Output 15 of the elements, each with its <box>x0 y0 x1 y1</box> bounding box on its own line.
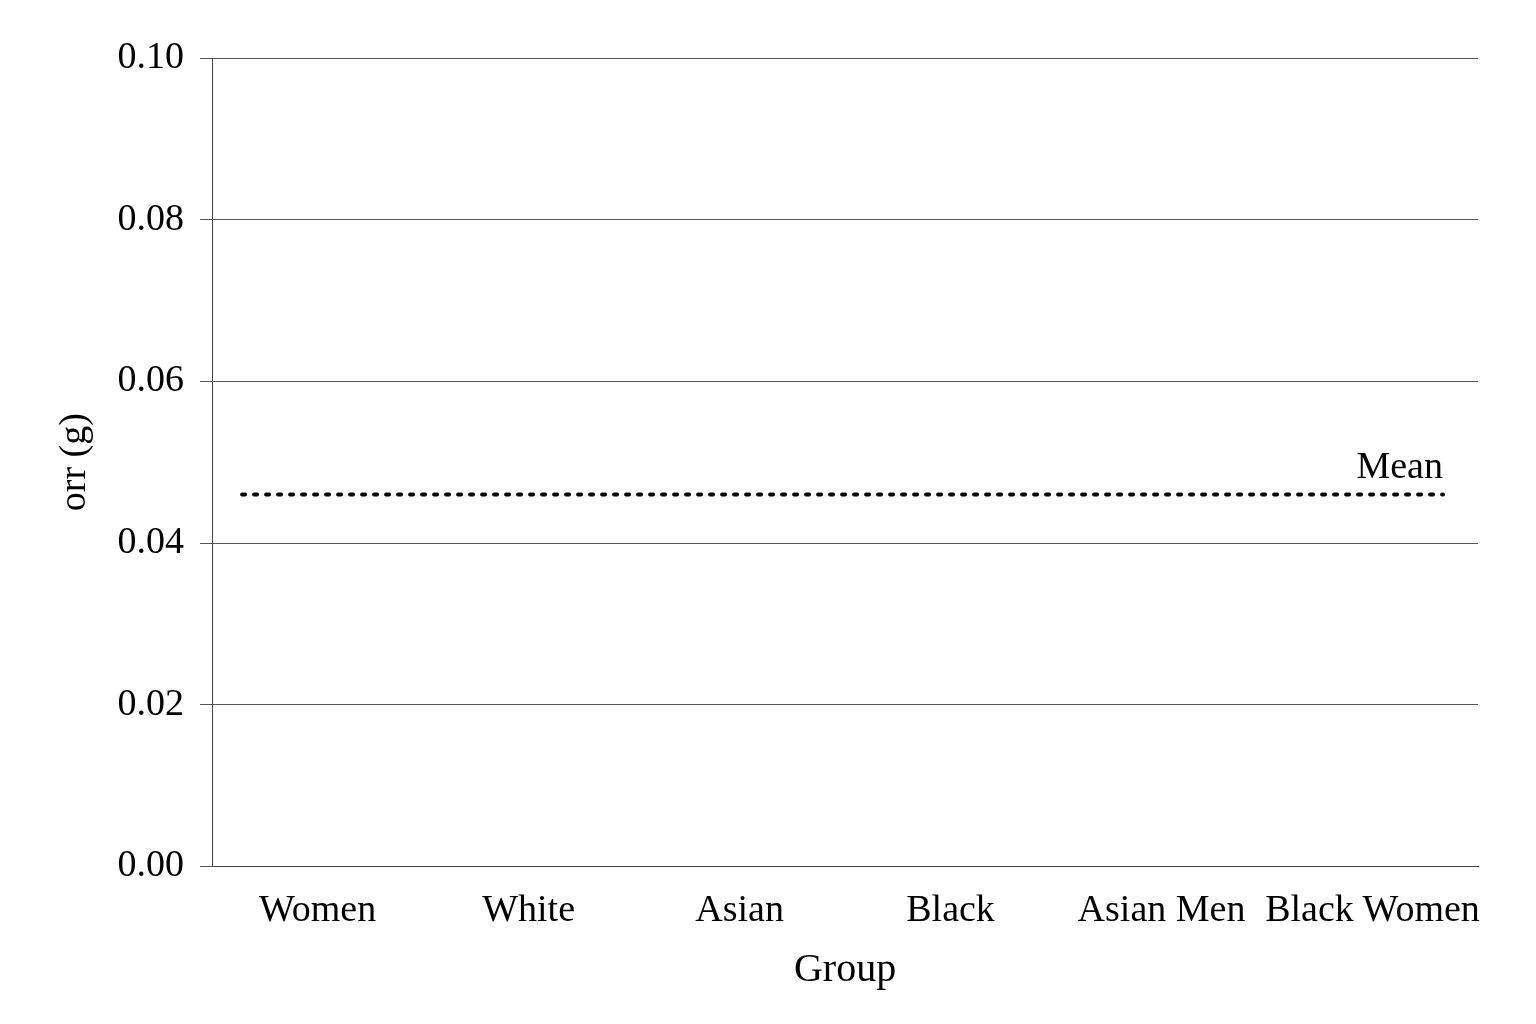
y-axis-title: orr (g) <box>50 413 94 512</box>
x-tick-label: Black Women <box>1265 887 1480 930</box>
x-tick-label: White <box>482 887 575 930</box>
x-axis-title: Group <box>793 944 897 990</box>
y-tick-label: 0.04 <box>117 519 185 562</box>
ref-line-label: Mean <box>1356 443 1443 486</box>
y-tick-label: 0.02 <box>117 680 185 723</box>
x-tick-label: Asian <box>695 887 784 930</box>
x-tick-label: Women <box>258 887 377 930</box>
y-tick-label: 0.08 <box>117 195 185 238</box>
x-tick-label: Asian Men <box>1077 887 1246 930</box>
y-tick-label: 0.00 <box>117 842 185 885</box>
x-tick-label: Black <box>906 887 995 930</box>
y-tick-label: 0.10 <box>117 33 185 76</box>
y-tick-label: 0.06 <box>117 357 185 400</box>
